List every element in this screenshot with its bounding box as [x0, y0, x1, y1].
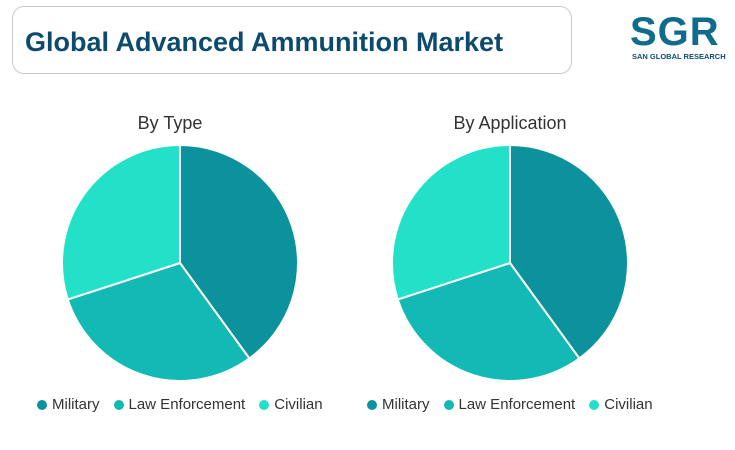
pie-chart-by-type [61, 143, 299, 382]
legend-label: Law Enforcement [458, 396, 576, 413]
legend-by-application: Military Law Enforcement Civilian [367, 396, 653, 413]
pie-slice-law-enforcement [396, 261, 581, 382]
legend-item-military: Military [367, 396, 430, 413]
legend-item-civilian: Civilian [259, 396, 323, 413]
pie-slice-civilian [61, 143, 181, 301]
legend-by-type: Military Law Enforcement Civilian [37, 396, 323, 413]
pie-slice-civilian [391, 143, 511, 301]
legend-item-law-enforcement: Law Enforcement [443, 396, 576, 413]
legend-dot-law-enforcement [113, 399, 124, 410]
legend-dot-military [37, 399, 47, 410]
pie-slice-military [509, 143, 629, 360]
legend-dot-military [367, 399, 377, 410]
chart-title-by-type: By Type [137, 113, 203, 133]
pie-slice-military [179, 143, 299, 360]
logo-subtitle: SAN GLOBAL RESEARCH [632, 52, 726, 61]
legend-dot-law-enforcement [443, 399, 454, 410]
legend-label: Military [382, 396, 430, 413]
title-box: Global Advanced Ammunition Market [12, 6, 572, 74]
chart-title-by-application: By Application [453, 113, 567, 133]
legend-item-civilian: Civilian [589, 396, 653, 413]
logo-letters: SGR [630, 10, 720, 54]
legend-label: Military [52, 396, 100, 413]
pie-chart-by-application [391, 143, 629, 382]
sgr-logo: SGR SAN GLOBAL RESEARCH [630, 10, 726, 62]
legend-dot-civilian [589, 399, 600, 410]
legend-label: Civilian [604, 396, 653, 413]
legend-dot-civilian [259, 399, 270, 410]
legend-label: Law Enforcement [128, 396, 246, 413]
legend-item-military: Military [37, 396, 100, 413]
page-title: Global Advanced Ammunition Market [25, 27, 504, 57]
legend-label: Civilian [274, 396, 323, 413]
pie-slice-law-enforcement [66, 261, 251, 382]
legend-item-law-enforcement: Law Enforcement [113, 396, 246, 413]
